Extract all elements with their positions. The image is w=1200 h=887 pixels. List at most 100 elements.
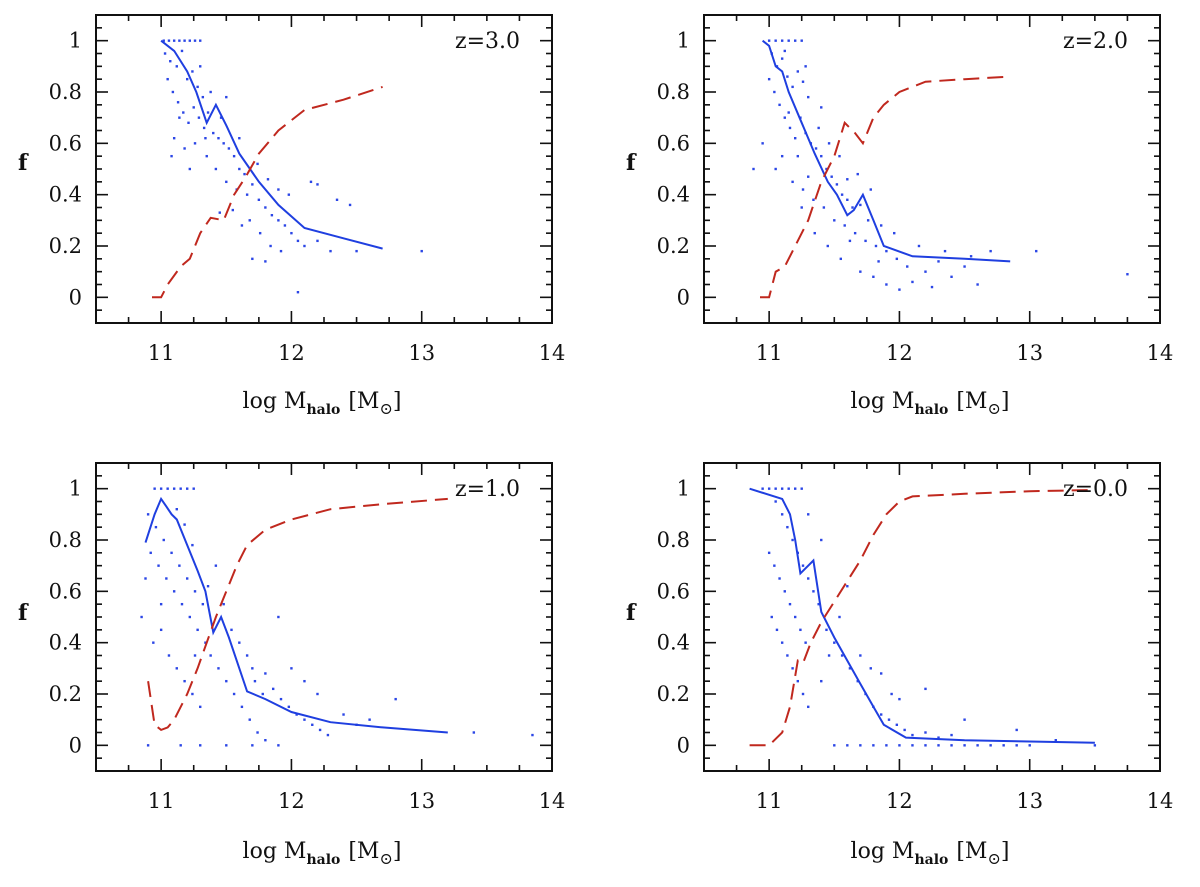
scatter-point bbox=[1028, 744, 1031, 747]
scatter-point bbox=[472, 731, 476, 734]
scatter-point bbox=[172, 590, 176, 593]
scatter-point bbox=[232, 154, 236, 158]
scatter-point bbox=[159, 602, 163, 606]
scatter-point bbox=[879, 672, 883, 675]
y-tick-label: 0 bbox=[69, 285, 82, 309]
scatter-point bbox=[911, 733, 914, 737]
scatter-point bbox=[887, 718, 891, 721]
scatter-point bbox=[290, 231, 293, 235]
scatter-point bbox=[856, 172, 859, 176]
scatter-point bbox=[963, 718, 966, 721]
blue-solid-line bbox=[761, 39, 1011, 263]
y-tick-label: 0 bbox=[69, 733, 82, 757]
scatter-point bbox=[251, 183, 254, 186]
scatter-point bbox=[264, 206, 267, 209]
scatter-point bbox=[774, 39, 777, 42]
x-axis-label-unit-close: ] bbox=[393, 839, 402, 864]
x-tick-label: 14 bbox=[1147, 789, 1174, 813]
scatter-point bbox=[950, 275, 953, 278]
scatter-point bbox=[303, 244, 306, 248]
red-dashed-line bbox=[152, 85, 383, 299]
scatter-point bbox=[791, 85, 794, 89]
redshift-label: z=1.0 bbox=[455, 477, 520, 502]
scatter-point bbox=[269, 244, 272, 248]
scatter-point bbox=[820, 679, 823, 683]
scatter-point bbox=[287, 193, 291, 196]
scatter-point bbox=[872, 744, 875, 747]
y-tick-label: 0.2 bbox=[657, 234, 690, 258]
x-axis-label-unit-close: ] bbox=[393, 389, 402, 414]
x-axis-label: log Mhalo [M⊙] bbox=[243, 389, 402, 418]
scatter-point bbox=[794, 487, 797, 490]
scatter-point bbox=[266, 178, 270, 181]
scatter-point bbox=[152, 641, 155, 644]
scatter-point bbox=[791, 667, 794, 670]
scatter-point bbox=[780, 487, 784, 490]
scatter-point bbox=[295, 713, 298, 716]
scatter-point bbox=[924, 270, 927, 273]
scatter-point bbox=[329, 249, 332, 253]
scatter-point bbox=[794, 137, 797, 140]
scatter-point bbox=[199, 744, 202, 747]
scatter-point bbox=[256, 731, 259, 734]
scatter-point bbox=[192, 106, 195, 109]
scatter-point bbox=[199, 705, 202, 709]
y-tick-label: 0.2 bbox=[657, 682, 690, 706]
scatter-point bbox=[807, 705, 810, 709]
scatter-point bbox=[271, 687, 275, 691]
scatter-point bbox=[179, 487, 182, 490]
scatter-point bbox=[800, 206, 803, 209]
scatter-point bbox=[277, 615, 280, 619]
scatter-point bbox=[225, 744, 228, 747]
scatter-point bbox=[253, 679, 257, 683]
scatter-point bbox=[279, 249, 283, 253]
scatter-point bbox=[801, 564, 805, 567]
scatter-point bbox=[780, 154, 784, 158]
scatter-point bbox=[258, 231, 262, 235]
scatter-point bbox=[877, 260, 880, 263]
scatter-point bbox=[783, 116, 786, 119]
scatter-point bbox=[801, 188, 805, 191]
scatter-point bbox=[187, 121, 190, 124]
scatter-point bbox=[179, 744, 182, 747]
scatter-point bbox=[783, 590, 786, 593]
x-axis-label-unit: [M bbox=[956, 839, 987, 864]
y-tick-label: 0.8 bbox=[49, 80, 82, 104]
y-tick-label: 0 bbox=[677, 285, 690, 309]
scatter-point bbox=[794, 615, 797, 619]
scatter-point bbox=[786, 75, 789, 78]
scatter-point bbox=[770, 615, 773, 619]
scatter-point bbox=[188, 167, 192, 171]
scatter-point bbox=[807, 513, 810, 516]
scatter-point bbox=[248, 219, 251, 222]
scatter-point bbox=[859, 744, 862, 747]
scatter-point bbox=[287, 705, 291, 709]
y-tick-label: 0.6 bbox=[49, 579, 82, 603]
scatter-point bbox=[176, 101, 180, 104]
y-tick-label: 0.8 bbox=[49, 528, 82, 552]
red-dashed-line bbox=[749, 489, 1095, 747]
scatter-point bbox=[204, 641, 207, 644]
scatter-point bbox=[217, 667, 220, 670]
scatter-point bbox=[178, 116, 181, 119]
scatter-point bbox=[812, 590, 815, 593]
x-axis-label-unit: [M bbox=[348, 389, 379, 414]
y-axis-label: f bbox=[626, 150, 637, 176]
plot-frame bbox=[95, 14, 553, 324]
scatter-point bbox=[761, 487, 764, 490]
scatter-point bbox=[813, 231, 816, 235]
scatter-point bbox=[316, 183, 319, 186]
scatter-point bbox=[885, 283, 888, 286]
scatter-point bbox=[251, 744, 254, 747]
scatter-point bbox=[787, 111, 790, 114]
scatter-point bbox=[218, 211, 221, 214]
scatter-point bbox=[283, 224, 287, 227]
y-tick-label: 0.8 bbox=[657, 80, 690, 104]
blue-solid-line bbox=[160, 39, 383, 250]
scatter-point bbox=[279, 697, 283, 701]
scatter-point bbox=[833, 219, 836, 222]
scatter-point bbox=[767, 551, 771, 555]
x-tick-label: 11 bbox=[148, 341, 175, 365]
scatter-point bbox=[780, 513, 784, 516]
scatter-point bbox=[318, 728, 322, 732]
